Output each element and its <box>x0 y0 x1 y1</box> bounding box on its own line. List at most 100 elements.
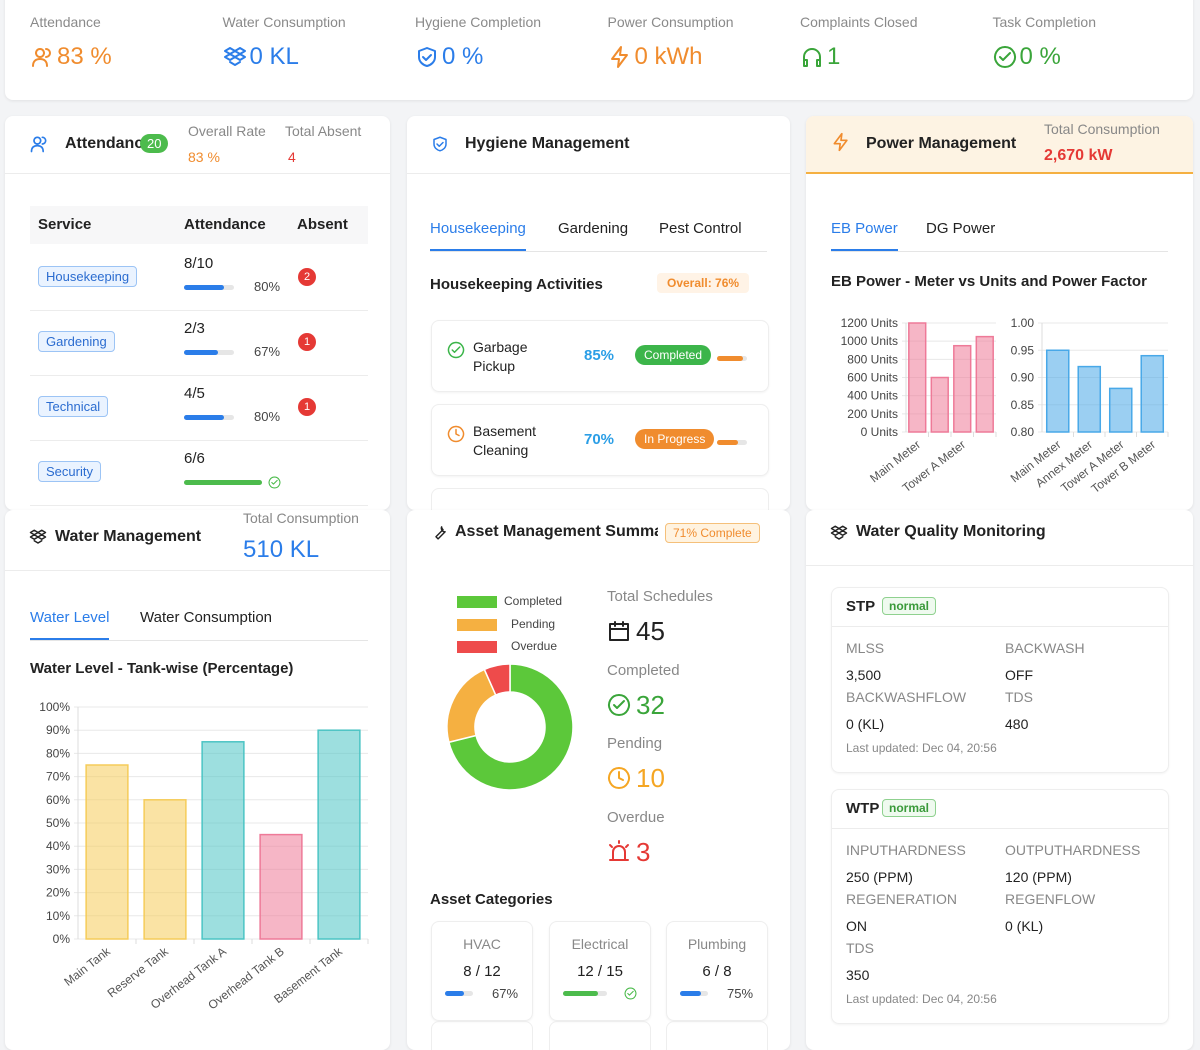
y-tick-label: 10% <box>46 909 70 923</box>
section-title: Asset Categories <box>430 891 553 908</box>
bar <box>1140 354 1165 433</box>
asset-card: Asset Management Summary 71% Complete Comp… <box>407 510 790 1050</box>
icon <box>447 341 465 359</box>
y-tick-label: 60% <box>46 793 70 807</box>
tab[interactable]: Gardening <box>558 220 629 237</box>
bar <box>908 322 927 433</box>
badge: Housekeeping <box>38 266 138 287</box>
activity-name: Basement Cleaning <box>473 423 537 458</box>
legend-label: Overdue <box>511 639 558 653</box>
activity-percent: 85% <box>584 347 615 364</box>
icon-shape <box>624 987 637 1000</box>
icon-shape <box>993 46 1016 68</box>
column-header: Attendance <box>184 216 266 233</box>
bar <box>1108 387 1133 433</box>
y-tick-label: 0 Units <box>861 425 898 439</box>
y-tick-label: 20% <box>46 886 70 900</box>
badge: Technical <box>38 396 109 417</box>
stat-label: Pending <box>607 735 663 752</box>
tab-underline <box>430 249 526 251</box>
tab[interactable]: Water Level <box>30 609 110 626</box>
progress-fill <box>184 480 262 485</box>
column-header: Service <box>38 216 92 233</box>
field-label: TDS <box>846 940 874 956</box>
divider <box>832 828 1168 829</box>
field-label: REGENFLOW <box>1005 891 1096 907</box>
plant-card: WTP normal INPUTHARDNESS 250 (PPM) OUTPUTHAR… <box>831 789 1169 1024</box>
icon-shape <box>608 693 630 716</box>
tab-underline <box>831 249 898 251</box>
y-tick-label: 80% <box>46 746 70 760</box>
activity-name: Garbage Pickup <box>473 339 528 374</box>
row-divider <box>30 375 368 376</box>
y-tick-label: 800 Units <box>847 352 898 366</box>
rate-label: 75% <box>727 986 754 1001</box>
stat-value: 10 <box>636 763 665 793</box>
x-tick-label: Main Tank <box>61 944 113 989</box>
y-tick-label: 0.85 <box>1011 398 1035 412</box>
progress-fill <box>184 415 224 420</box>
y-tick-label: 1000 Units <box>841 334 898 348</box>
kpi-value: 0 % <box>442 43 484 70</box>
field-value: 120 (PPM) <box>1005 869 1072 885</box>
stat-label: Overdue <box>607 808 665 826</box>
tab-divider <box>430 251 767 252</box>
icon-shape <box>418 47 436 67</box>
category-count: 12 / 15 <box>577 963 623 980</box>
stat-value: 2,670 kW <box>1044 147 1113 164</box>
y-tick-label: 0% <box>53 932 71 946</box>
category-card: HVAC 8 / 12 67% <box>431 921 533 1021</box>
bar <box>85 764 129 940</box>
icon-shape <box>268 476 281 489</box>
progress-fill <box>563 991 599 996</box>
row-divider <box>30 310 368 311</box>
badge: In Progress <box>635 429 715 449</box>
divider <box>407 173 790 174</box>
badge: Gardening <box>38 331 115 352</box>
icon-shape <box>30 136 47 153</box>
tab[interactable]: Housekeeping <box>430 220 526 237</box>
divider <box>5 570 390 571</box>
category-name: Electrical <box>571 936 629 952</box>
plant-card: STP normal MLSS 3,500 BACKWASH OFF BACKWASHFLO… <box>831 587 1169 773</box>
category-card: Electrical 12 / 15 <box>549 921 651 1021</box>
legend-label: Pending <box>511 616 556 631</box>
field-value: 0 (KL) <box>1005 918 1044 934</box>
field-value: 3,500 <box>846 667 882 683</box>
divider <box>832 626 1168 627</box>
field-value: 250 (PPM) <box>846 869 913 885</box>
field-value: 350 <box>846 967 870 983</box>
icon-shape <box>447 425 465 443</box>
y-tick-label: 1200 Units <box>841 316 898 330</box>
bar <box>259 833 303 940</box>
bar <box>143 799 187 940</box>
category-card: Plumbing 6 / 8 75% <box>666 921 768 1021</box>
tab[interactable]: DG Power <box>926 220 996 237</box>
table-header <box>30 206 368 244</box>
kpi-label: Hygiene Completion <box>415 14 542 30</box>
icon <box>433 136 447 152</box>
bar <box>975 335 994 433</box>
progress-fill <box>717 440 738 445</box>
badge: Security <box>38 461 101 482</box>
plant-name: STP <box>846 598 876 615</box>
tab[interactable]: Pest Control <box>659 220 742 237</box>
water-chart: 0% 10% 20% 30% 40% 50% 60% 70% 80% 90% 100% Main Ta… <box>39 700 369 1012</box>
icon <box>993 46 1016 68</box>
icon-shape <box>609 839 629 861</box>
tab[interactable]: Water Consumption <box>140 609 272 626</box>
fraction: 4/5 <box>184 385 205 402</box>
icon-shape <box>223 47 246 66</box>
chart-title: Water Level - Tank-wise (Percentage) <box>30 660 294 677</box>
category-card <box>549 1021 651 1050</box>
progress-fill <box>184 285 224 290</box>
tab[interactable]: EB Power <box>831 220 898 237</box>
tab-divider <box>30 640 368 641</box>
y-tick-label: 200 Units <box>847 407 898 421</box>
absent-count: 1 <box>298 333 316 351</box>
stat-value: 45 <box>636 616 665 646</box>
icon <box>609 839 629 861</box>
icon <box>418 47 436 67</box>
kpi-value: 0 KL <box>249 43 299 70</box>
